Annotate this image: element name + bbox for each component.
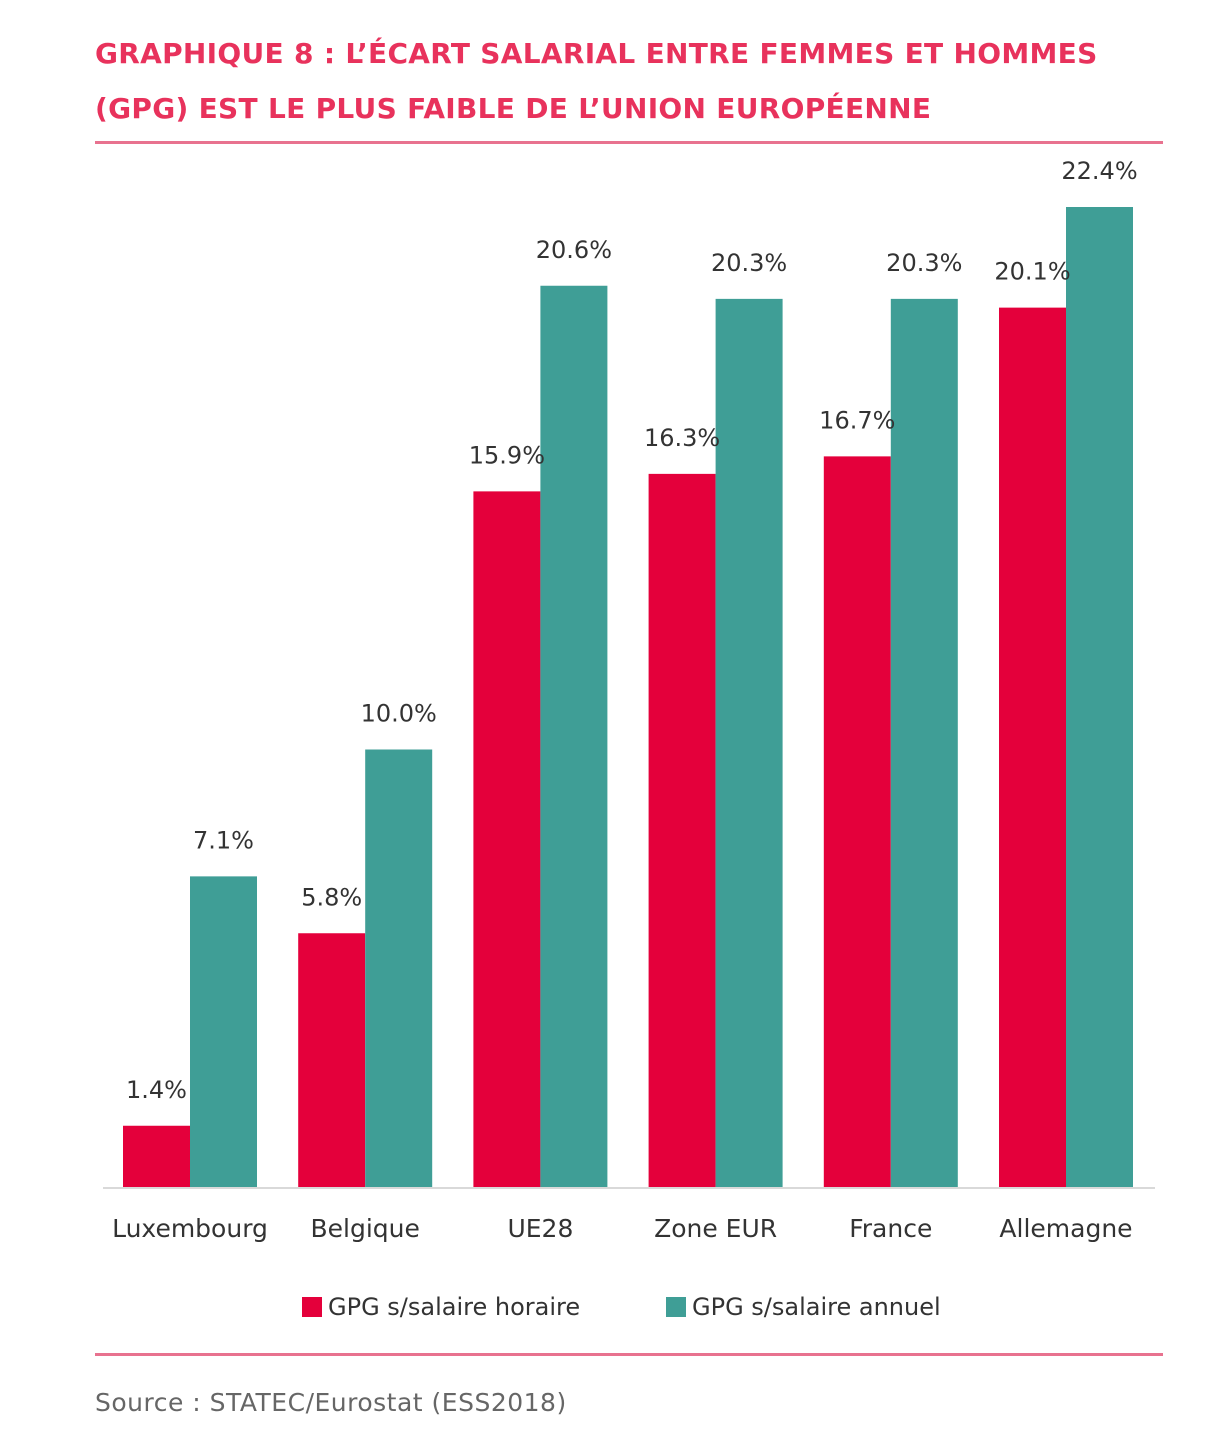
bar-annuel-3: [715, 298, 783, 1187]
bar-annuel-1: [365, 749, 433, 1187]
legend: GPG s/salaire horaire GPG s/salaire annu…: [0, 1290, 1224, 1324]
x-tick-label-2: UE28: [507, 1214, 573, 1243]
bar-annuel-4: [890, 298, 958, 1187]
value-label-horaire-1: 5.8%: [301, 883, 362, 911]
bar-horaire-2: [473, 491, 541, 1187]
value-label-annuel-2: 20.6%: [536, 236, 612, 264]
value-label-annuel-3: 20.3%: [711, 249, 787, 277]
legend-item-horaire: GPG s/salaire horaire: [302, 1290, 580, 1324]
top-divider: [95, 141, 1163, 144]
x-tick-label-0: Luxembourg: [112, 1214, 268, 1243]
value-label-horaire-3: 16.3%: [644, 424, 720, 452]
bar-horaire-3: [648, 473, 716, 1187]
x-tick-label-3: Zone EUR: [654, 1214, 777, 1243]
x-tick-label-5: Allemagne: [999, 1214, 1132, 1243]
source-note: Source : STATEC/Eurostat (ESS2018): [95, 1388, 567, 1417]
bottom-divider: [95, 1353, 1163, 1356]
value-label-horaire-0: 1.4%: [126, 1076, 187, 1104]
legend-swatch-horaire: [302, 1297, 322, 1317]
x-tick-label-1: Belgique: [311, 1214, 420, 1243]
legend-swatch-annuel: [666, 1297, 686, 1317]
bar-horaire-0: [123, 1125, 190, 1187]
bar-horaire-4: [823, 456, 891, 1187]
value-label-annuel-4: 20.3%: [886, 249, 962, 277]
bar-annuel-2: [540, 285, 608, 1187]
value-label-horaire-4: 16.7%: [819, 406, 895, 434]
bar-annuel-5: [1066, 207, 1133, 1187]
legend-label-horaire: GPG s/salaire horaire: [328, 1293, 581, 1321]
value-label-horaire-2: 15.9%: [469, 441, 545, 469]
legend-label-annuel: GPG s/salaire annuel: [692, 1293, 941, 1321]
legend-item-annuel: GPG s/salaire annuel: [666, 1290, 941, 1324]
bar-chart: 1.4% 7.1% 5.8% 10.0% 15.9% 20.6% 16.3% 20.3% 16.…: [103, 157, 1155, 1243]
bar-horaire-5: [999, 307, 1066, 1187]
bar-annuel-0: [190, 876, 257, 1187]
bar-horaire-1: [298, 933, 366, 1187]
value-label-annuel-0: 7.1%: [193, 826, 254, 854]
value-label-annuel-1: 10.0%: [361, 700, 437, 728]
x-tick-label-4: France: [849, 1214, 932, 1243]
value-label-horaire-5: 20.1%: [994, 258, 1070, 286]
chart-title: GRAPHIQUE 8 : L’ÉCART SALARIAL ENTRE FEM…: [95, 37, 1098, 125]
value-label-annuel-5: 22.4%: [1061, 157, 1137, 185]
